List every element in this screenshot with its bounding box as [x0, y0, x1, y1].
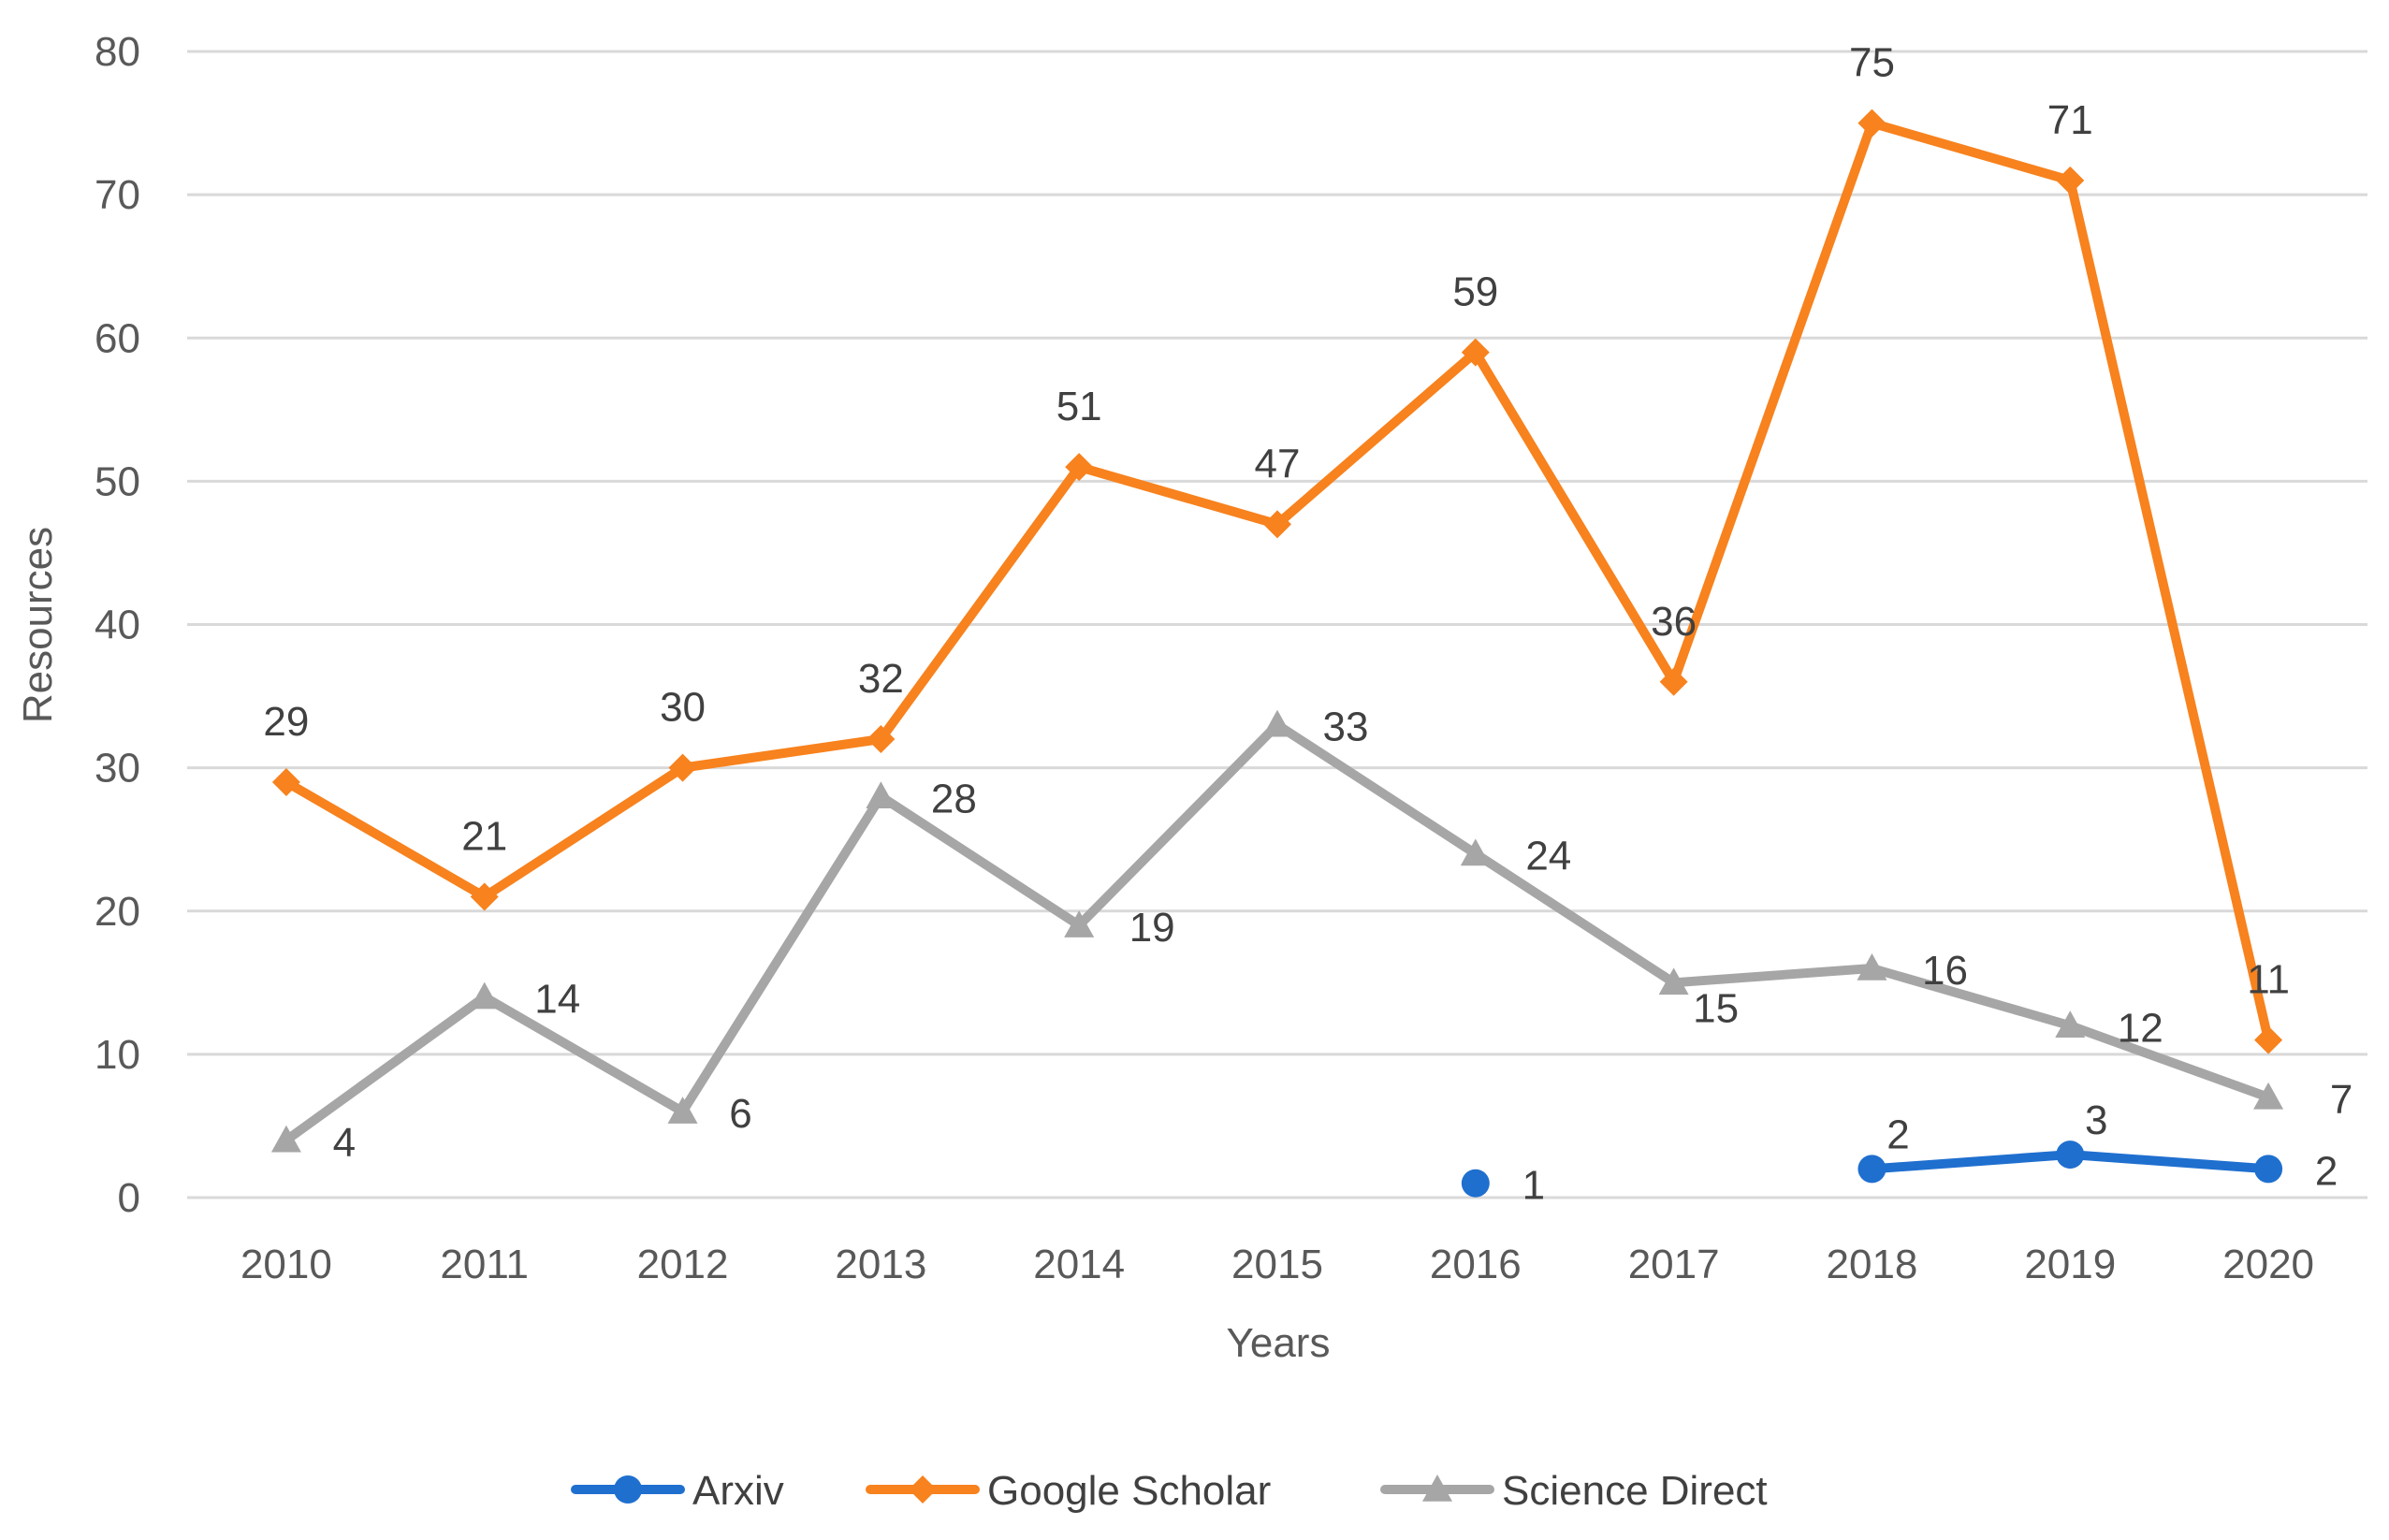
- data-point-google-scholar: [668, 753, 697, 782]
- legend-swatch-marker: [1422, 1475, 1452, 1502]
- series-line-google-scholar: [281, 118, 2274, 1045]
- data-point-google-scholar: [1659, 667, 1688, 696]
- x-tick-label: 2020: [2222, 1242, 2314, 1287]
- y-axis-title: Resources: [15, 527, 61, 723]
- data-label-google-scholar: 32: [858, 656, 904, 702]
- x-tick-label: 2012: [637, 1242, 729, 1287]
- data-point-science-direct: [1262, 709, 1292, 737]
- data-point-science-direct: [1658, 967, 1689, 995]
- data-point-arxiv: [1857, 1155, 1886, 1184]
- data-point-google-scholar: [1857, 109, 1886, 138]
- data-label-google-scholar: 75: [1849, 40, 1895, 86]
- legend-label: Google Scholar: [987, 1468, 1271, 1514]
- data-label-science-direct: 28: [931, 776, 977, 821]
- data-point-science-direct: [1857, 953, 1887, 981]
- data-label-science-direct: 7: [2330, 1077, 2353, 1123]
- y-tick-label: 20: [95, 889, 140, 935]
- data-label-arxiv: 3: [2085, 1097, 2107, 1143]
- data-point-science-direct: [2253, 1082, 2284, 1110]
- legend-item-google-scholar: Google Scholar: [866, 1468, 1271, 1514]
- data-point-science-direct: [1064, 910, 1095, 937]
- y-tick-label: 40: [95, 603, 140, 648]
- gridlines: [187, 50, 2367, 1199]
- data-point-science-direct: [866, 781, 896, 809]
- x-tick-label: 2011: [440, 1242, 529, 1287]
- data-point-science-direct: [469, 981, 500, 1010]
- x-tick-label: 2017: [1628, 1242, 1720, 1287]
- legend-swatch-marker: [909, 1475, 937, 1504]
- data-label-google-scholar: 29: [263, 699, 309, 745]
- x-axis-ticks: 2010 2011 2012 2013 2014 2015 2016 2017 2018 2019…: [240, 1242, 2314, 1287]
- data-label-science-direct: 24: [1525, 834, 1571, 879]
- data-point-google-scholar: [2254, 1025, 2283, 1054]
- legend: Arxiv Google Scholar Science Direct: [571, 1468, 1768, 1514]
- y-tick-label: 80: [95, 29, 140, 75]
- y-tick-label: 70: [95, 172, 140, 218]
- data-label-science-direct: 16: [1922, 948, 1968, 994]
- data-point-google-scholar: [1461, 338, 1490, 367]
- series-line-science-direct: [281, 719, 2274, 1145]
- series-google-scholar: [271, 109, 2283, 1054]
- x-tick-label: 2015: [1231, 1242, 1323, 1287]
- x-tick-label: 2019: [2024, 1242, 2116, 1287]
- data-label-science-direct: 12: [2118, 1005, 2163, 1051]
- data-point-science-direct: [2055, 1010, 2086, 1039]
- data-label-science-direct: 6: [729, 1091, 751, 1137]
- data-label-science-direct: 33: [1323, 705, 1369, 750]
- x-tick-label: 2013: [835, 1242, 926, 1287]
- series-arxiv: [1461, 1140, 2283, 1198]
- series-science-direct: [270, 709, 2284, 1153]
- data-labels: 12 32292130325147593675711141462819332415…: [263, 40, 2353, 1209]
- data-point-arxiv: [2056, 1140, 2085, 1170]
- legend-swatch-marker: [614, 1475, 642, 1504]
- data-label-science-direct: 4: [333, 1120, 356, 1166]
- data-point-google-scholar: [470, 882, 499, 911]
- data-label-google-scholar: 21: [461, 813, 507, 859]
- data-point-arxiv: [1461, 1169, 1490, 1198]
- data-label-google-scholar: 71: [2047, 97, 2093, 143]
- y-tick-label: 50: [95, 458, 140, 504]
- y-tick-label: 30: [95, 746, 140, 792]
- data-label-google-scholar: 11: [2247, 957, 2290, 1003]
- data-point-google-scholar: [867, 725, 896, 753]
- legend-item-science-direct: Science Direct: [1380, 1468, 1768, 1514]
- data-label-google-scholar: 51: [1056, 384, 1102, 429]
- x-tick-label: 2018: [1827, 1242, 1918, 1287]
- data-label-google-scholar: 30: [660, 685, 706, 731]
- data-point-google-scholar: [1065, 453, 1094, 482]
- data-label-google-scholar: 47: [1255, 441, 1301, 487]
- data-point-science-direct: [667, 1097, 698, 1124]
- data-point-arxiv: [2254, 1155, 2283, 1184]
- data-label-google-scholar: 36: [1651, 599, 1697, 645]
- x-tick-label: 2014: [1033, 1242, 1125, 1287]
- y-tick-label: 0: [118, 1175, 140, 1221]
- x-tick-label: 2010: [240, 1242, 332, 1287]
- data-label-arxiv: 1: [1522, 1163, 1545, 1209]
- x-tick-label: 2016: [1430, 1242, 1522, 1287]
- legend-label: Science Direct: [1502, 1468, 1768, 1514]
- data-label-science-direct: 19: [1129, 905, 1175, 951]
- data-point-google-scholar: [271, 767, 300, 796]
- data-label-science-direct: 15: [1693, 985, 1739, 1031]
- data-label-arxiv: 2: [1886, 1111, 1909, 1157]
- y-tick-label: 10: [95, 1032, 140, 1078]
- legend-item-arxiv: Arxiv: [571, 1468, 784, 1514]
- data-label-google-scholar: 59: [1452, 269, 1498, 315]
- data-label-science-direct: 14: [534, 977, 580, 1023]
- data-label-arxiv: 2: [2315, 1148, 2338, 1194]
- data-point-google-scholar: [2056, 166, 2085, 195]
- legend-label: Arxiv: [692, 1468, 784, 1514]
- series-layer: [270, 109, 2284, 1198]
- x-axis-title: Years: [1227, 1320, 1331, 1366]
- y-axis-ticks: 0 10 20 30 40 50 60 70 80: [95, 29, 140, 1221]
- data-point-science-direct: [1460, 838, 1491, 866]
- data-point-science-direct: [270, 1125, 301, 1153]
- data-point-google-scholar: [1263, 510, 1291, 539]
- y-tick-label: 60: [95, 315, 140, 361]
